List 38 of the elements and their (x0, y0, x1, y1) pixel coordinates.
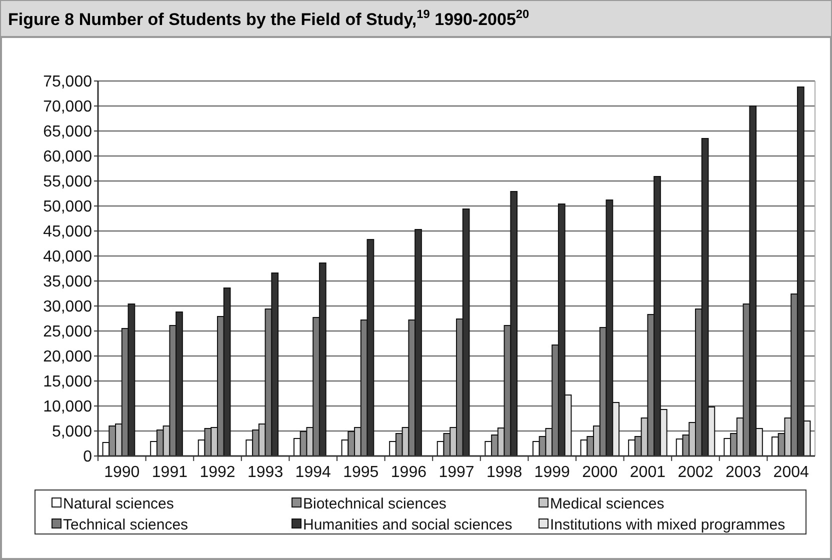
legend-label: Humanities and social sciences (303, 516, 512, 534)
legend-label: Natural sciences (63, 495, 174, 512)
x-tick-label: 1996 (390, 464, 427, 481)
y-tick-label: 70,000 (43, 98, 92, 116)
x-tick-label: 2002 (678, 464, 714, 481)
x-tick-label: 1994 (295, 464, 331, 481)
legend-label: Biotechnical sciences (303, 495, 446, 512)
y-tick-label: 55,000 (43, 174, 92, 191)
y-tick-label: 15,000 (43, 374, 92, 391)
x-tick-label: 1995 (343, 464, 379, 481)
y-tick-label: 65,000 (43, 124, 92, 141)
y-tick-label: 30,000 (43, 298, 92, 316)
legend-label: Medical sciences (550, 495, 664, 512)
y-tick-label: 25,000 (43, 324, 92, 341)
x-tick-label: 2000 (582, 464, 618, 481)
y-tick-label: 45,000 (43, 224, 92, 241)
y-tick-label: 60,000 (43, 148, 92, 166)
x-tick-label: 2003 (726, 464, 762, 481)
x-tick-label: 1997 (438, 464, 474, 481)
chart-title: Figure 8 Number of Students by the Field of Study,$^{19}$ 1990-2005$^{20}$ (8, 7, 530, 29)
y-tick-label: 35,000 (43, 274, 92, 291)
y-tick-label: 20,000 (43, 348, 92, 366)
x-tick-label: 1991 (152, 464, 188, 481)
x-tick-label: 1990 (104, 464, 140, 481)
legend-label: Institutions with mixed programmes (550, 516, 786, 534)
x-tick-label: 1998 (486, 464, 522, 481)
y-tick-label: 40,000 (43, 248, 92, 266)
x-tick-label: 1999 (534, 464, 570, 481)
y-tick-label: 50,000 (43, 198, 92, 216)
legend-label: Technical sciences (63, 516, 188, 534)
x-tick-label: 1992 (200, 464, 236, 481)
y-tick-label: 0 (83, 448, 92, 466)
y-tick-label: 5,000 (52, 424, 92, 441)
x-tick-label: 2004 (773, 464, 809, 481)
y-tick-label: 10,000 (43, 398, 92, 416)
y-tick-label: 75,000 (43, 74, 92, 91)
x-tick-label: 2001 (630, 464, 666, 481)
x-tick-label: 1993 (248, 464, 284, 481)
